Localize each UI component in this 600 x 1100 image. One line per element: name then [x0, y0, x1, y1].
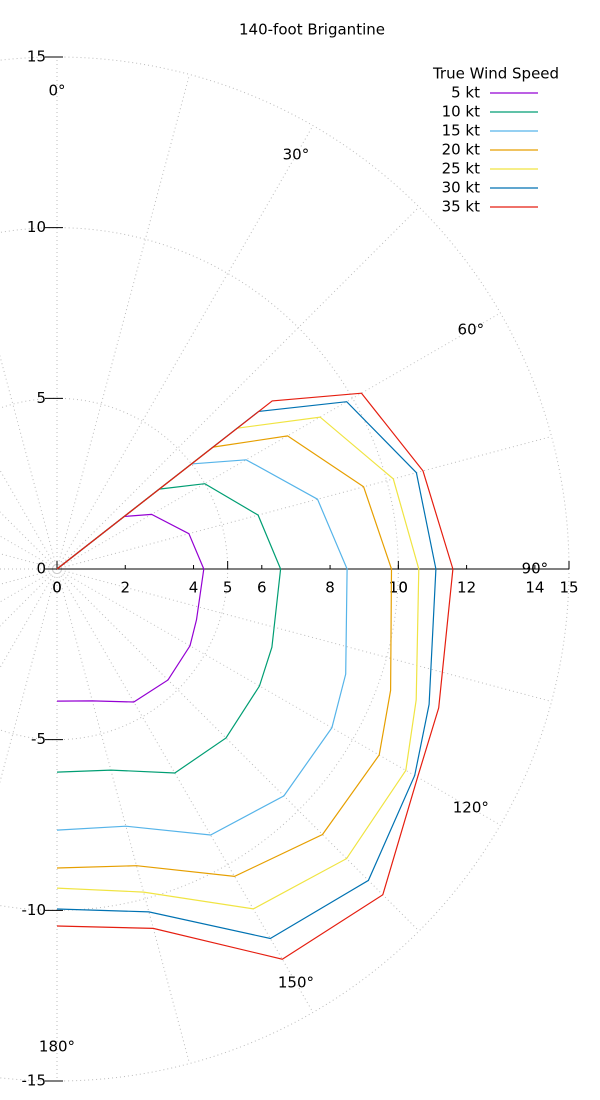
- angle-tick-label: 60°: [458, 321, 485, 339]
- legend-label: 10 kt: [442, 103, 481, 121]
- y-tick-label: 10: [27, 218, 46, 236]
- grid-spoke: [0, 568, 58, 603]
- angle-tick-label: 180°: [39, 1037, 75, 1055]
- y-tick-label: 5: [36, 389, 46, 407]
- series-line: [56, 392, 454, 960]
- series-line: [56, 483, 282, 774]
- r-tick-label: 8: [325, 579, 335, 597]
- legend-label: 5 kt: [451, 84, 480, 102]
- series-line: [56, 435, 393, 878]
- series-line: [56, 416, 420, 910]
- r-tick-label: 0: [52, 579, 62, 597]
- x-tick-label: 5: [223, 579, 233, 597]
- angle-tick-label: 150°: [278, 973, 314, 991]
- angle-tick-label: 120°: [453, 798, 489, 816]
- r-tick-label: 4: [189, 579, 199, 597]
- legend-title: True Wind Speed: [432, 65, 559, 83]
- y-tick-label: -5: [31, 730, 46, 748]
- y-tick-label: 15: [27, 48, 46, 66]
- legend-label: 15 kt: [442, 122, 481, 140]
- legend-label: 25 kt: [442, 160, 481, 178]
- grid-spoke: [56, 568, 420, 932]
- r-tick-label: 2: [120, 579, 130, 597]
- grid-spoke: [56, 568, 501, 826]
- legend-label: 35 kt: [442, 198, 481, 216]
- grid-spoke: [56, 568, 314, 1013]
- series-line: [56, 513, 205, 703]
- grid-spoke: [56, 74, 190, 570]
- x-tick-label: 15: [559, 579, 578, 597]
- angle-tick-label: 30°: [283, 146, 310, 164]
- grid-spoke: [0, 511, 58, 570]
- series-line: [56, 459, 348, 836]
- angle-tick-label: 90°: [522, 560, 549, 578]
- grid-spoke: [56, 125, 314, 570]
- y-tick-label: -10: [22, 901, 47, 919]
- y-tick-label: -15: [22, 1072, 47, 1090]
- grid-spoke: [0, 568, 58, 585]
- r-tick-label: 6: [257, 579, 267, 597]
- grid-spoke: [56, 568, 190, 1064]
- grid-spoke: [56, 436, 552, 570]
- grid-spoke: [0, 553, 58, 570]
- grid-spoke: [0, 568, 58, 784]
- grid-spoke: [56, 312, 501, 570]
- series-line: [56, 401, 437, 940]
- grid-spoke: [0, 568, 58, 669]
- angle-tick-label: 0°: [48, 82, 65, 100]
- y-tick-label: 0: [36, 560, 46, 578]
- r-tick-label: 14: [525, 579, 544, 597]
- r-tick-label: 12: [457, 579, 476, 597]
- grid-spoke: [0, 535, 58, 570]
- grid-spoke: [0, 568, 58, 627]
- r-tick-label: 10: [389, 579, 408, 597]
- grid-spoke: [56, 568, 552, 702]
- grid-spoke: [0, 354, 58, 570]
- grid-spoke: [56, 206, 420, 570]
- x-tick-label: 10: [389, 579, 408, 597]
- x-tick-label: 0: [52, 579, 62, 597]
- grid-spoke: [0, 469, 58, 570]
- legend-label: 20 kt: [442, 141, 481, 159]
- legend-label: 30 kt: [442, 179, 481, 197]
- chart-title: 140-foot Brigantine: [239, 21, 385, 39]
